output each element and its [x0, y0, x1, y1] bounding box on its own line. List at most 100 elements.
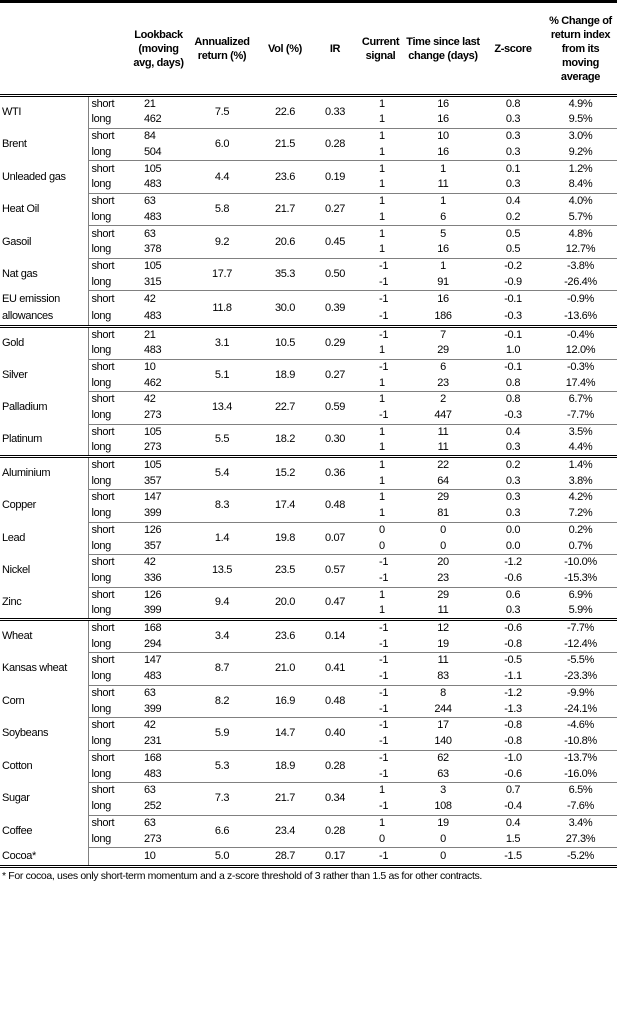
information-ratio: 0.48 — [313, 489, 357, 522]
z-score: -0.9 — [504, 275, 522, 288]
commodity-name: Wheat — [0, 618, 88, 653]
lookback-days: 273 — [144, 441, 162, 454]
lookback-days: 105 — [130, 455, 187, 474]
lookback-days: 105 — [130, 423, 187, 441]
commodity-name: Soybeans — [2, 727, 49, 740]
volatility: 22.6 — [274, 105, 295, 118]
information-ratio: 0.14 — [313, 618, 357, 653]
table-row: Silver short 10 5.1 18.9 0.27 -1 6 -0.1 -0.3% — [0, 358, 617, 392]
header-annualized-return: Annualized return (%) — [187, 0, 257, 97]
lookback-days: 462 — [144, 376, 162, 389]
annualized-return: 5.4 — [187, 455, 257, 490]
commodity-name: Palladium — [2, 401, 48, 414]
current-signal: 1 — [379, 178, 385, 191]
time-since-change: 0 — [440, 539, 446, 552]
annualized-return: 4.4 — [187, 160, 257, 194]
table-row: Unleaded gas short 105 4.4 23.6 0.19 1 1 0.1 1.2% — [0, 160, 617, 194]
table-row: long 315 -1 91 -0.9 -26.4% — [0, 274, 617, 291]
time-since-change: 11 — [437, 178, 449, 191]
pct-change: -23.3% — [564, 670, 597, 683]
header-time-since-change: Time since last change (days) — [404, 0, 482, 97]
pct-change: 6.9% — [544, 586, 617, 604]
z-score: 0.4 — [482, 192, 544, 210]
information-ratio: 0.28 — [313, 814, 357, 848]
commodity-name: Copper — [2, 499, 36, 512]
table-row: long 462 1 16 0.3 9.5% — [0, 112, 617, 129]
commodity-name: Corn — [2, 694, 25, 707]
table-row: long 462 1 23 0.8 17.4% — [0, 375, 617, 392]
annualized-return: 8.2 — [187, 684, 257, 718]
pct-change: -7.6% — [567, 800, 594, 813]
time-since-change: 64 — [437, 474, 449, 487]
pct-change: 17.4% — [565, 376, 596, 389]
commodity-name: Coffee — [2, 824, 33, 837]
pct-change: -24.1% — [564, 702, 597, 715]
z-score: 0.4 — [482, 814, 544, 832]
z-score: 1.5 — [505, 832, 521, 845]
current-signal: -1 — [379, 735, 389, 748]
information-ratio: 0.27 — [313, 192, 357, 226]
current-signal: -1 — [357, 651, 404, 669]
current-signal: -1 — [379, 275, 389, 288]
z-score: 0.8 — [505, 376, 521, 389]
term-label: short — [87, 651, 130, 669]
pct-change: 3.0% — [544, 127, 617, 145]
information-ratio: 0.17 — [313, 847, 357, 868]
information-ratio: 0.34 — [313, 782, 357, 815]
volatility: 21.7 — [257, 192, 313, 226]
annualized-return: 13.5 — [187, 554, 257, 587]
lookback-days: 21 — [144, 98, 156, 110]
information-ratio: 0.50 — [313, 257, 357, 291]
term-label: long — [87, 440, 130, 457]
annualized-return: 17.7 — [187, 257, 257, 291]
header-row: Lookback (moving avg, days) Annualized re… — [0, 0, 617, 97]
volatility: 20.0 — [257, 586, 313, 620]
annualized-return: 6.6 — [187, 814, 257, 848]
information-ratio: 0.36 — [313, 455, 357, 490]
table-row: Sugar short 63 7.3 21.7 0.34 1 3 0.7 6.5% — [0, 781, 617, 815]
time-since-change: 20 — [404, 553, 482, 571]
commodity-name: Nat gas — [2, 268, 38, 280]
annualized-return: 5.0 — [187, 847, 257, 868]
annualized-return: 7.3 — [187, 782, 257, 815]
volatility: 23.4 — [257, 814, 313, 848]
lookback-days: 231 — [144, 735, 162, 748]
volatility: 22.7 — [257, 391, 313, 424]
volatility: 16.9 — [257, 684, 313, 718]
table-row: long 231 -1 140 -0.8 -10.8% — [0, 733, 617, 750]
table-row: Wheat short 168 3.4 23.6 0.14 -1 12 -0.6 -7.7% — [0, 618, 617, 653]
volatility: 17.4 — [257, 489, 313, 522]
time-since-change: 23 — [437, 572, 449, 585]
z-score: 0.6 — [482, 586, 544, 604]
table-row: Kansas wheat short 147 8.7 21.0 0.41 -1 11 -0.5-… — [0, 651, 617, 685]
volatility: 30.0 — [257, 290, 313, 327]
lookback-days: 105 — [130, 257, 187, 275]
table-row: long 483 -1 186 -0.3 -13.6% — [0, 308, 617, 327]
current-signal: 1 — [357, 390, 404, 408]
z-score: -0.3 — [504, 409, 522, 422]
current-signal: 1 — [357, 225, 404, 242]
term-label: short — [87, 521, 130, 539]
table-row: long 273 1 11 0.3 4.4% — [0, 440, 617, 457]
term-label — [87, 847, 130, 868]
volatility: 23.5 — [257, 554, 313, 587]
term-label: long — [87, 636, 130, 653]
z-score: -1.5 — [482, 847, 544, 868]
term-label: short — [87, 488, 130, 506]
time-since-change: 11 — [404, 651, 482, 669]
pct-change: 8.4% — [568, 178, 593, 191]
lookback-days: 336 — [144, 572, 162, 585]
information-ratio: 0.29 — [313, 324, 357, 359]
current-signal: 0 — [357, 521, 404, 539]
current-signal: 0 — [379, 832, 385, 845]
table-row: long 273 -1 447 -0.3 -7.7% — [0, 407, 617, 424]
annualized-return: 7.5 — [214, 105, 230, 118]
information-ratio: 0.57 — [313, 554, 357, 587]
z-score: 0.8 — [505, 98, 521, 110]
annualized-return: 6.0 — [187, 127, 257, 161]
current-signal: -1 — [357, 290, 404, 309]
term-label: short — [87, 257, 130, 275]
pct-change: 4.9% — [568, 98, 593, 110]
pct-change: -0.4% — [544, 324, 617, 343]
volatility: 23.6 — [257, 618, 313, 653]
